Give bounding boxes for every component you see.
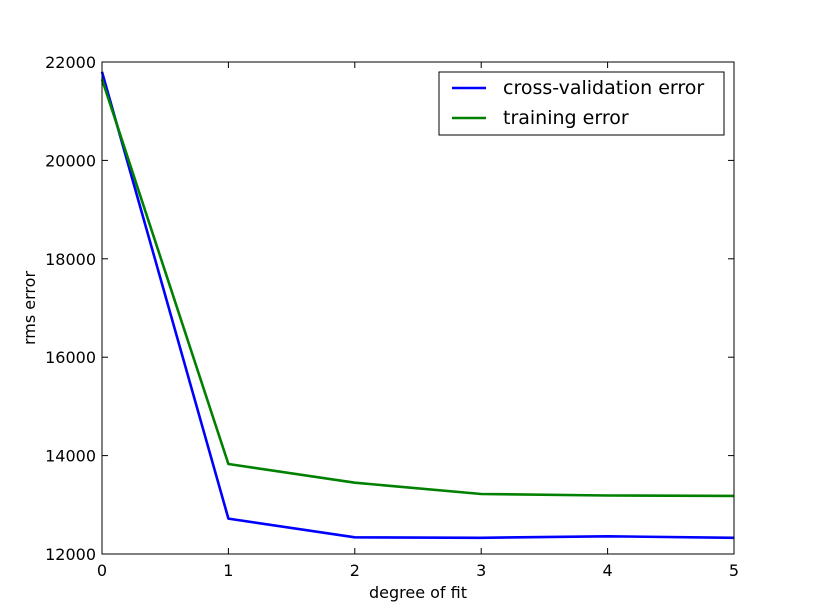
y-tick-label: 16000 <box>45 348 96 367</box>
x-tick-label: 5 <box>729 561 739 580</box>
legend-label-1: training error <box>503 107 629 129</box>
legend-label-0: cross-validation error <box>503 77 704 99</box>
axis-ticks <box>101 61 735 555</box>
legend-box <box>438 71 725 136</box>
series-line-1 <box>100 78 735 498</box>
y-tick-label: 14000 <box>45 447 96 466</box>
y-tick-label: 22000 <box>45 53 96 72</box>
y-tick-label: 18000 <box>45 250 96 269</box>
series-line-0 <box>100 71 735 540</box>
y-tick-label: 12000 <box>45 545 96 564</box>
legend: cross-validation error training error <box>438 71 725 136</box>
x-axis-label: degree of fit <box>369 583 467 602</box>
x-tick-label: 4 <box>603 561 613 580</box>
plot-frame <box>101 61 735 555</box>
x-tick-label: 3 <box>476 561 486 580</box>
tick-labels: 0 1 2 3 4 5 12000 14000 16000 18000 20000 22000 <box>45 53 739 580</box>
plot-lines <box>100 71 735 540</box>
x-tick-label: 0 <box>97 561 107 580</box>
y-axis-label: rms error <box>20 271 39 345</box>
x-tick-label: 1 <box>223 561 233 580</box>
x-tick-label: 2 <box>350 561 360 580</box>
y-tick-label: 20000 <box>45 151 96 170</box>
